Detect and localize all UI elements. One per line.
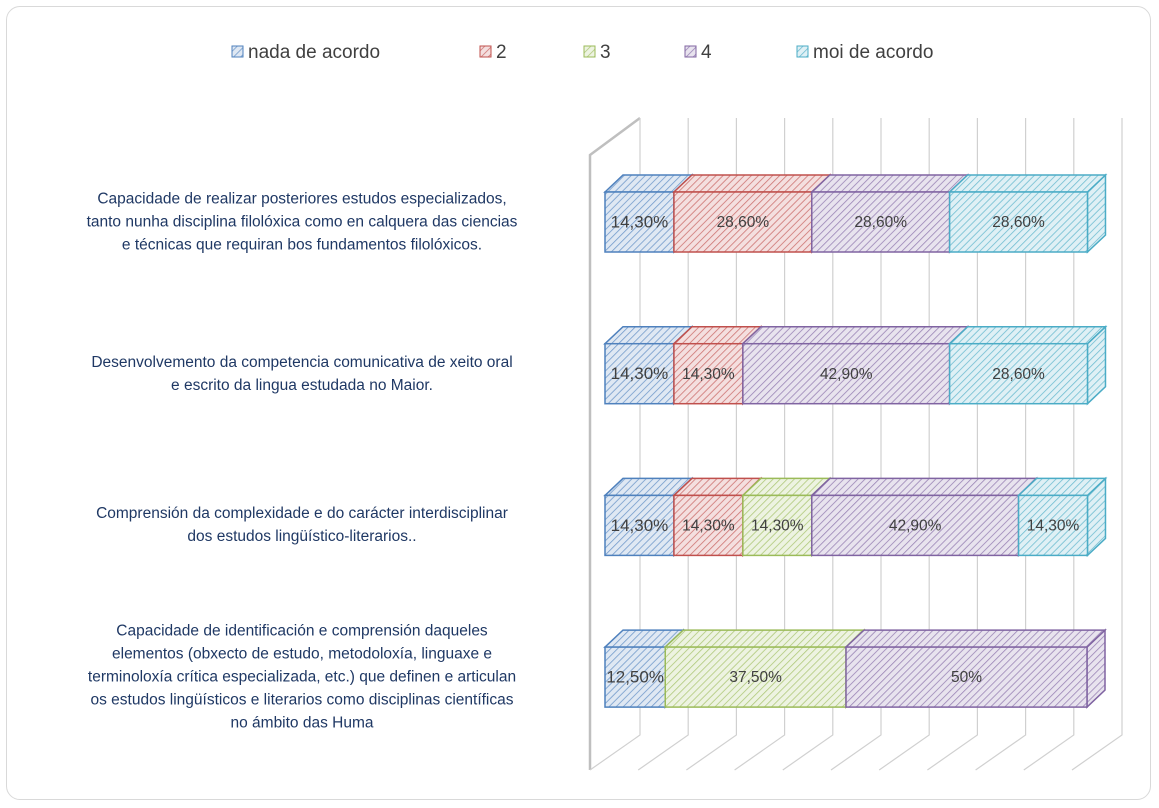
legend-swatch	[796, 45, 809, 58]
side-wall	[588, 116, 641, 770]
bar	[742, 494, 813, 557]
bar-top	[809, 174, 970, 193]
bar	[604, 494, 675, 557]
legend-swatch	[479, 45, 492, 58]
bar	[673, 191, 813, 253]
bar	[948, 342, 1089, 405]
grid-line	[589, 118, 641, 771]
data-label: 42,90%	[889, 517, 942, 534]
data-label: 14,30%	[611, 516, 669, 535]
bar	[604, 342, 675, 405]
bar-top	[663, 629, 866, 648]
grid-line	[782, 118, 834, 771]
legend-label: 2	[496, 42, 507, 63]
data-label: 37,50%	[729, 669, 782, 686]
data-label: 28,60%	[992, 366, 1045, 383]
legend-label: nada de acordo	[248, 42, 380, 63]
chart-frame	[6, 6, 1151, 800]
grid-line	[1023, 118, 1075, 771]
bar	[1017, 494, 1089, 557]
data-label: 28,60%	[717, 214, 770, 231]
data-label: 14,30%	[682, 366, 735, 383]
data-label: 14,30%	[682, 517, 735, 534]
data-label: 12,50%	[606, 668, 664, 687]
bar-top	[740, 325, 970, 345]
grid-line	[927, 118, 979, 771]
bar	[664, 646, 847, 708]
category-label: Capacidade de identificación e comprensi…	[87, 622, 517, 732]
grid-line	[878, 118, 930, 771]
legend-label: 3	[600, 42, 611, 63]
data-label: 14,30%	[611, 364, 669, 383]
bar	[845, 646, 1088, 708]
grid-line	[637, 118, 689, 771]
grid-line	[1071, 118, 1123, 771]
grid-line	[975, 118, 1027, 771]
category-label: Capacidade de realizar posteriores estud…	[86, 190, 518, 254]
legend-swatch	[231, 45, 244, 58]
legend-swatch	[684, 45, 697, 58]
bar	[673, 342, 744, 405]
bar-top	[947, 325, 1108, 345]
legend-swatch	[583, 45, 596, 58]
legend-label: moi de acordo	[813, 42, 933, 63]
bar-top	[947, 174, 1108, 193]
data-label: 50%	[951, 669, 982, 686]
category-label: Desenvolvemento da competencia comunicat…	[91, 353, 513, 394]
grid-line	[830, 118, 882, 771]
data-label: 14,30%	[611, 212, 669, 231]
data-label: 42,90%	[820, 366, 873, 383]
bar-top	[809, 477, 1039, 497]
grid-line	[734, 118, 786, 771]
data-label: 14,30%	[1027, 517, 1080, 534]
bar-top	[844, 629, 1107, 648]
data-label: 28,60%	[854, 214, 907, 231]
bar	[948, 191, 1089, 253]
grid-line	[686, 118, 738, 771]
bar	[811, 494, 1020, 557]
legend-label: 4	[701, 42, 712, 63]
category-label: Comprensión da complexidade e do carácte…	[96, 505, 508, 546]
bar-top	[672, 174, 832, 193]
bar	[673, 494, 744, 557]
data-label: 28,60%	[992, 214, 1045, 231]
data-label: 14,30%	[751, 517, 804, 534]
